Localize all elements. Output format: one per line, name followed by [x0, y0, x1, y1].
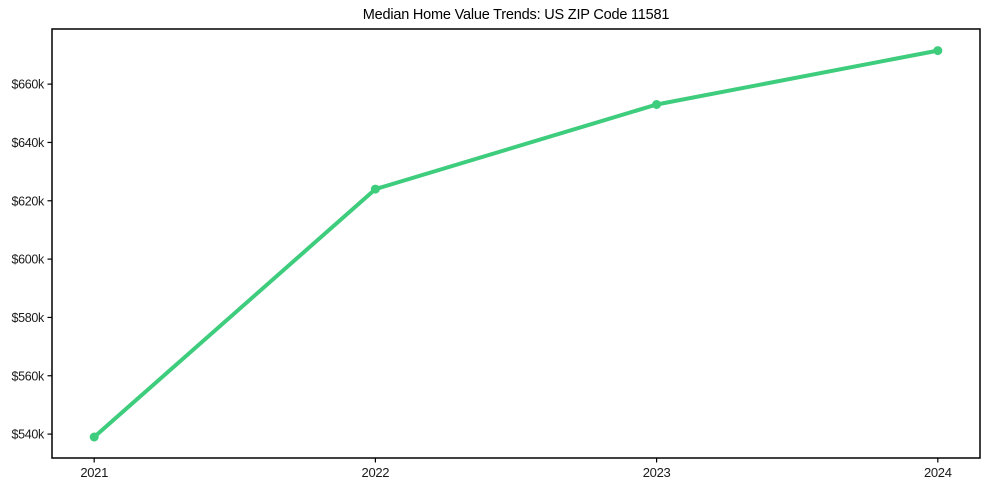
plot-area-border	[51, 28, 981, 459]
y-axis-tick-label: $600k	[11, 253, 45, 267]
x-axis-tick-label: 2021	[80, 465, 108, 480]
y-axis-tick-label: $640k	[11, 136, 45, 150]
y-axis-tick-label: $620k	[11, 194, 45, 208]
x-axis-tick-label: 2024	[924, 465, 952, 480]
x-axis-tick-label: 2022	[362, 465, 390, 480]
y-axis-tick-label: $560k	[11, 369, 45, 383]
data-point-marker	[370, 184, 380, 194]
data-point-marker	[652, 100, 662, 109]
y-axis-tick-label: $540k	[11, 428, 45, 442]
data-point-marker	[933, 46, 943, 56]
data-point-marker	[89, 432, 99, 442]
y-axis-tick-label: $660k	[11, 78, 45, 92]
chart-title: Median Home Value Trends: US ZIP Code 11…	[362, 7, 670, 23]
x-axis-tick-label: 2023	[643, 465, 671, 480]
series-line-median-home-value	[92, 48, 940, 439]
y-axis-tick-label: $580k	[11, 311, 45, 325]
